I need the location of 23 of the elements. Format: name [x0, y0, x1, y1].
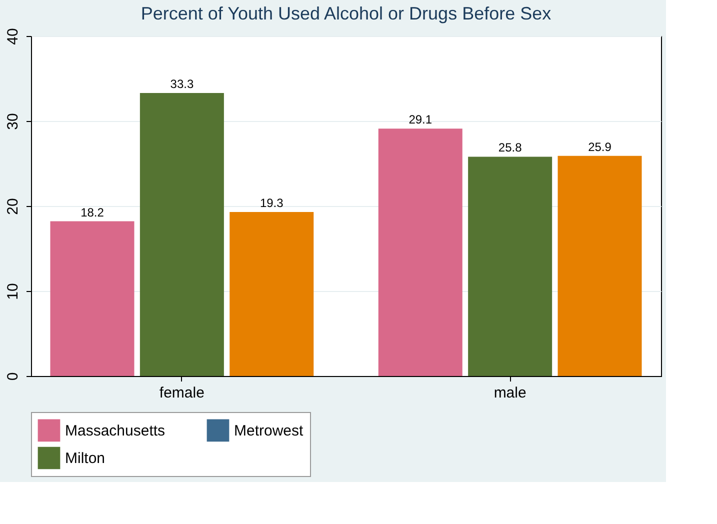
- bar: [378, 128, 462, 376]
- x-tick-label: male: [494, 384, 526, 402]
- y-tick-label: 40: [4, 28, 22, 45]
- y-tick-label: 0: [4, 372, 22, 381]
- y-tick-label: 20: [4, 198, 22, 215]
- data-label: 29.1: [408, 112, 432, 127]
- x-tick-label: female: [159, 384, 204, 402]
- legend-label: Massachusetts: [65, 422, 166, 440]
- bar: [50, 221, 134, 376]
- chart-title: Percent of Youth Used Alcohol or Drugs Before Sex: [140, 4, 552, 24]
- bar: [140, 92, 224, 376]
- data-label: 33.3: [170, 76, 194, 91]
- bar: [468, 156, 552, 376]
- data-label: 25.8: [498, 140, 522, 155]
- y-tick-label: 30: [4, 113, 22, 130]
- y-tick-label: 10: [4, 283, 22, 300]
- legend-label: Metrowest: [234, 422, 304, 440]
- bar: [558, 156, 642, 376]
- data-label: 18.2: [80, 205, 104, 220]
- data-label: 19.3: [260, 196, 284, 210]
- legend-label: Milton: [65, 450, 106, 467]
- bar: [230, 212, 314, 376]
- data-label: 25.9: [588, 140, 612, 154]
